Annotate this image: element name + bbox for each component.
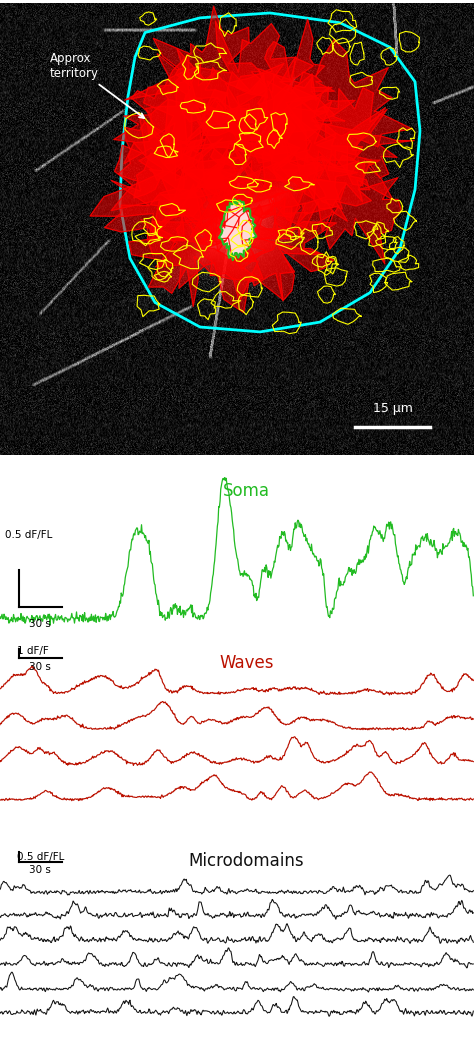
Text: 0.5 dF/FL: 0.5 dF/FL xyxy=(5,530,52,540)
Polygon shape xyxy=(176,21,318,154)
Polygon shape xyxy=(258,40,412,179)
Polygon shape xyxy=(236,19,335,124)
Text: 30 s: 30 s xyxy=(29,663,51,672)
Polygon shape xyxy=(149,53,228,164)
Polygon shape xyxy=(272,155,371,240)
Text: 30 s: 30 s xyxy=(29,619,51,629)
Text: Microdomains: Microdomains xyxy=(189,853,304,870)
Polygon shape xyxy=(273,108,393,209)
Polygon shape xyxy=(114,54,234,175)
Text: 15 μm: 15 μm xyxy=(373,402,412,415)
Polygon shape xyxy=(139,70,286,228)
Polygon shape xyxy=(227,56,332,163)
Text: 0.5 dF/FL: 0.5 dF/FL xyxy=(17,852,64,862)
Polygon shape xyxy=(167,72,323,211)
Polygon shape xyxy=(118,122,206,200)
Text: Waves: Waves xyxy=(219,653,273,672)
Polygon shape xyxy=(182,133,346,269)
Polygon shape xyxy=(258,77,370,199)
Polygon shape xyxy=(111,99,244,238)
Polygon shape xyxy=(152,173,297,312)
Polygon shape xyxy=(90,113,264,242)
Polygon shape xyxy=(149,149,245,245)
Polygon shape xyxy=(197,120,300,229)
Polygon shape xyxy=(302,155,401,264)
Polygon shape xyxy=(196,183,324,302)
Polygon shape xyxy=(242,206,337,301)
Text: Approx
territory: Approx territory xyxy=(50,52,144,118)
Text: 30 s: 30 s xyxy=(29,864,51,875)
Polygon shape xyxy=(219,200,256,260)
Polygon shape xyxy=(144,49,296,176)
Polygon shape xyxy=(166,98,300,252)
Polygon shape xyxy=(105,153,230,254)
Polygon shape xyxy=(129,184,261,306)
Polygon shape xyxy=(230,85,363,231)
Text: Soma: Soma xyxy=(223,482,270,500)
Polygon shape xyxy=(125,6,268,122)
Text: 1 dF/F: 1 dF/F xyxy=(17,646,48,655)
Polygon shape xyxy=(314,88,414,186)
